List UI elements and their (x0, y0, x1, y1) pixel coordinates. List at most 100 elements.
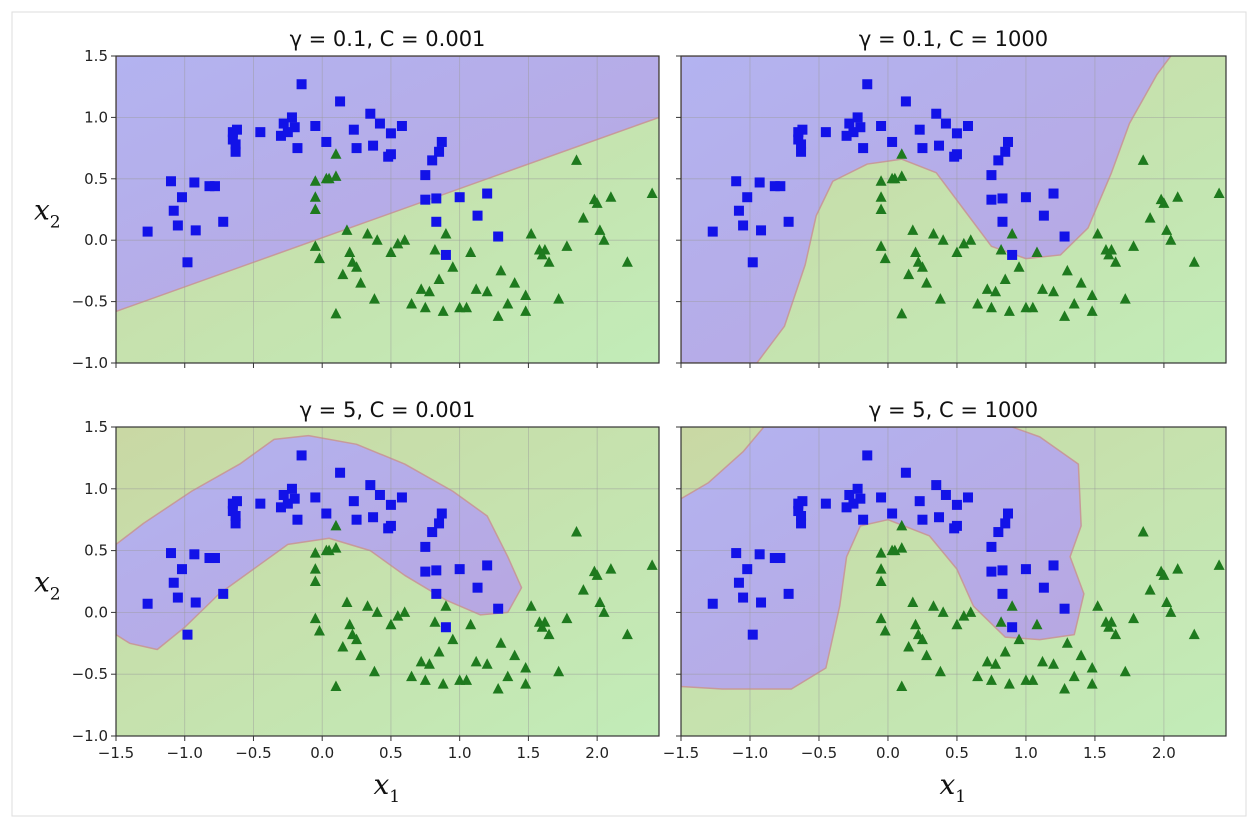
green-triangle-point (1059, 310, 1071, 321)
green-triangle-point (1137, 154, 1149, 165)
green-triangle-point (309, 575, 321, 586)
green-triangle-point (344, 618, 356, 630)
blue-square-point (230, 146, 241, 157)
green-triangle-point (594, 596, 606, 608)
blue-square-point (797, 496, 808, 507)
green-triangle-point (990, 658, 1002, 669)
green-triangle-point (1006, 600, 1018, 611)
blue-square-point (218, 216, 229, 227)
blue-square-point (1000, 518, 1011, 529)
green-triangle-point (910, 246, 922, 257)
green-triangle-point (1188, 628, 1200, 640)
blue-square-point (427, 527, 438, 538)
blue-square-point (993, 527, 1004, 538)
blue-square-point (286, 112, 297, 123)
green-triangle-point (1188, 256, 1200, 267)
blue-square-point (348, 496, 359, 507)
blue-square-point (321, 508, 332, 519)
green-triangle-point (492, 310, 504, 321)
blue-square-point (844, 118, 855, 129)
green-triangle-point (309, 612, 321, 624)
green-triangle-point (981, 283, 993, 294)
green-triangle-point (1165, 606, 1177, 617)
green-triangle-point (995, 244, 1007, 255)
blue-square-point (1020, 192, 1031, 203)
green-triangle-point (1027, 301, 1039, 313)
plot-area (681, 56, 1226, 363)
blue-square-point (182, 629, 193, 640)
green-triangle-point (605, 563, 617, 574)
green-triangle-point (355, 277, 367, 288)
green-triangle-point (972, 298, 984, 309)
green-triangle-point (1086, 678, 1098, 689)
blue-square-point (218, 588, 229, 599)
green-triangle-point (543, 628, 555, 640)
blue-square-point (385, 149, 396, 160)
x-tick-label: 0.0 (310, 744, 334, 762)
green-triangle-point (309, 240, 321, 251)
green-triangle-point (1048, 658, 1060, 669)
green-triangle-point (520, 678, 532, 689)
blue-square-point (852, 112, 863, 123)
blue-square-point (286, 483, 297, 494)
blue-square-point (142, 598, 153, 609)
green-triangle-point (470, 655, 482, 667)
green-triangle-point (621, 628, 633, 640)
green-triangle-point (1161, 224, 1173, 235)
blue-square-point (142, 226, 153, 237)
green-triangle-point (553, 665, 565, 677)
green-triangle-point (447, 633, 459, 645)
blue-square-point (797, 124, 808, 135)
green-triangle-point (577, 584, 589, 595)
blue-square-point (986, 194, 997, 205)
blue-square-point (887, 136, 898, 147)
blue-square-point (1059, 603, 1070, 614)
blue-square-point (962, 492, 973, 503)
green-triangle-point (406, 298, 418, 309)
green-triangle-point (646, 187, 658, 199)
x-tick-label: 0.5 (945, 744, 969, 762)
green-triangle-point (1068, 298, 1080, 309)
blue-square-point (374, 118, 385, 129)
green-triangle-point (330, 170, 342, 181)
blue-square-point (848, 498, 859, 509)
subplot-1: −1.0 −0.5 0.0 0.5 1.0 1.5 γ = 0.1, C = 0.001 x2 (34, 27, 660, 372)
blue-square-point (292, 143, 303, 154)
blue-square-point (420, 170, 431, 181)
blue-square-point (1048, 188, 1059, 199)
blue-square-point (310, 120, 321, 131)
blue-square-point (997, 216, 1008, 227)
blue-square-point (434, 518, 445, 529)
green-triangle-point (543, 256, 555, 267)
blue-square-point (454, 192, 465, 203)
blue-square-point (820, 498, 831, 509)
blue-square-point (289, 122, 300, 133)
blue-square-point (742, 564, 753, 575)
green-triangle-point (309, 563, 321, 574)
green-triangle-point (368, 665, 380, 677)
blue-square-point (1048, 560, 1059, 571)
green-triangle-point (440, 600, 452, 611)
green-triangle-point (999, 645, 1011, 657)
green-triangle-point (1110, 628, 1122, 640)
green-triangle-point (958, 237, 970, 249)
green-triangle-point (875, 191, 887, 202)
green-triangle-point (492, 683, 504, 694)
green-triangle-point (509, 277, 521, 288)
subplot-title: γ = 5, C = 0.001 (300, 398, 476, 422)
blue-square-point (440, 622, 451, 633)
green-triangle-point (1092, 228, 1104, 239)
green-triangle-point (415, 283, 427, 294)
blue-square-point (769, 181, 780, 192)
green-triangle-point (1144, 212, 1156, 223)
blue-region (116, 56, 659, 313)
green-triangle-point (646, 559, 658, 570)
green-triangle-point (927, 600, 939, 611)
blue-square-point (482, 188, 493, 199)
blue-square-point (917, 143, 928, 154)
plot-area (116, 56, 659, 363)
green-triangle-point (985, 674, 997, 685)
y-axis-label: x2 (34, 566, 61, 605)
blue-square-point (230, 139, 241, 150)
blue-square-point (209, 181, 220, 192)
